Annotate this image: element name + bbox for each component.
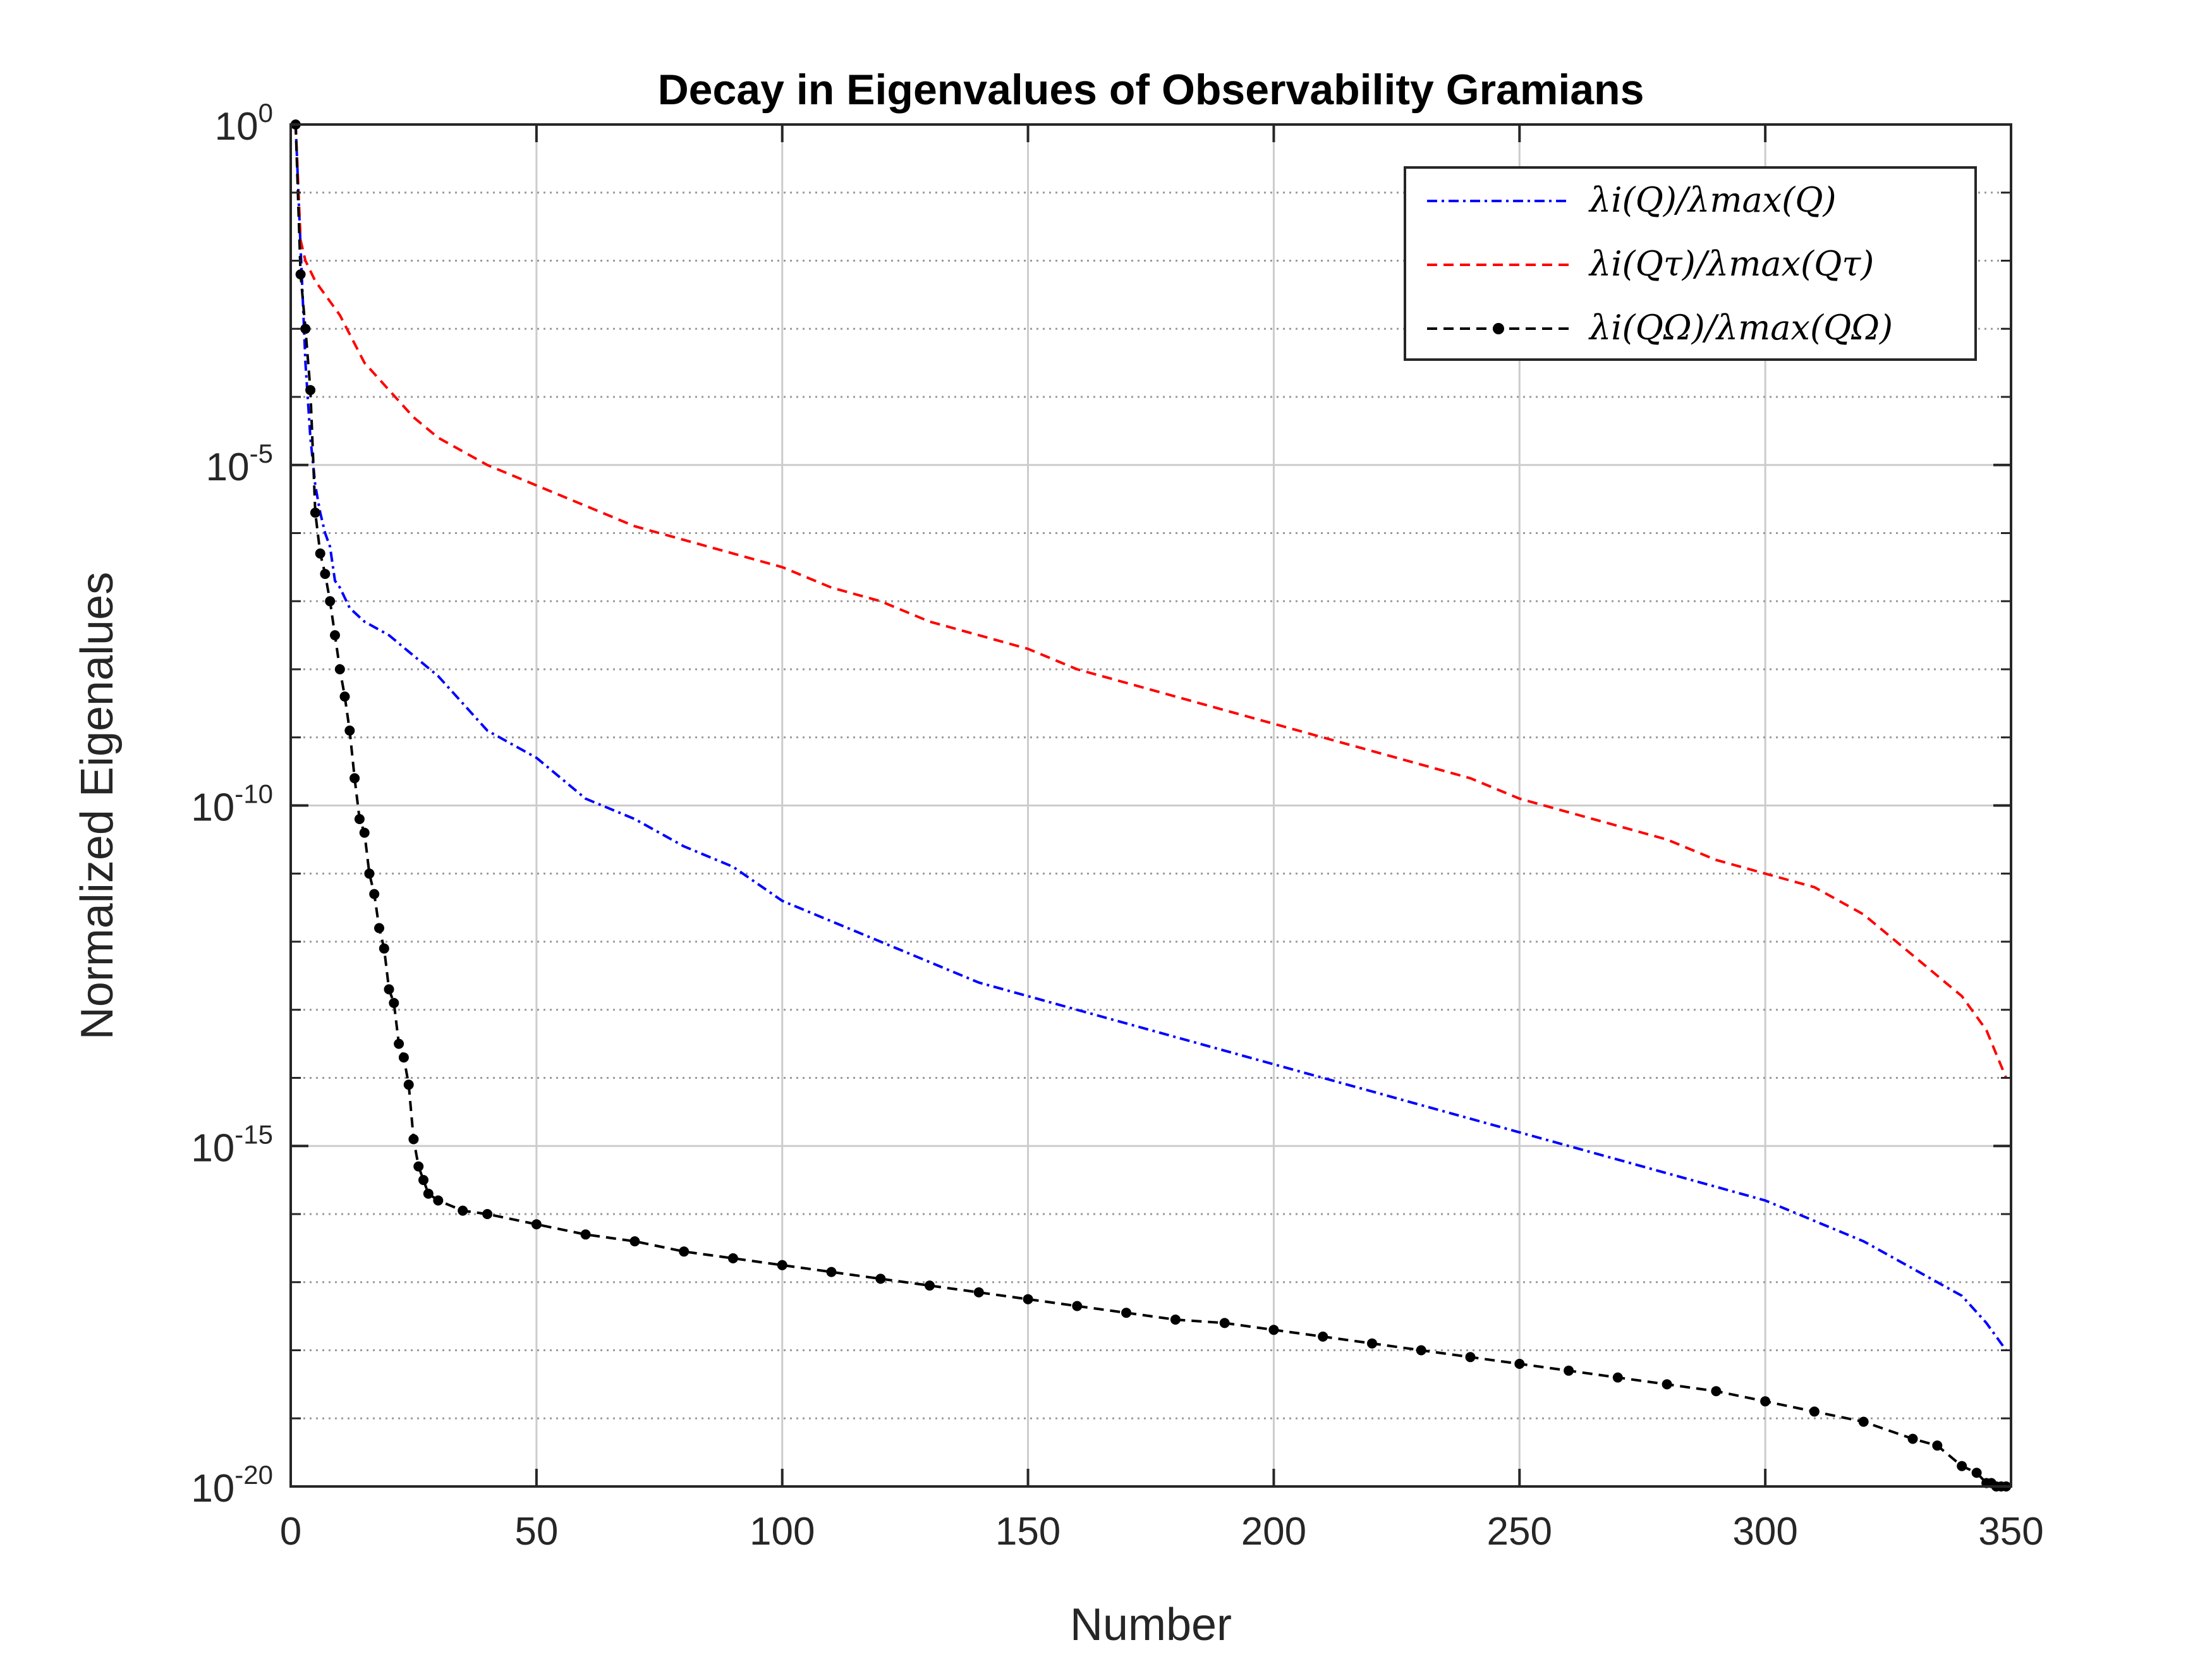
series-point-2	[777, 1260, 787, 1270]
y-tick-base: 10	[191, 1126, 234, 1170]
series-line-0	[294, 124, 2007, 1351]
legend: λi(Q)/λmax(Q) λi(Qτ)/λmax(Qτ) λi(QΩ)/λma…	[1404, 166, 1977, 361]
legend-marker-2	[1493, 323, 1504, 334]
series-point-2	[1971, 1468, 1982, 1478]
x-tick-label: 50	[514, 1510, 558, 1553]
y-tick-label: 10-5	[206, 439, 273, 489]
series-point-2	[1219, 1318, 1230, 1328]
series-point-2	[1121, 1308, 1132, 1318]
series-point-2	[1760, 1396, 1771, 1407]
series-point-2	[1023, 1294, 1033, 1304]
series-point-2	[418, 1175, 428, 1186]
series-point-2	[482, 1209, 493, 1219]
series-point-2	[1907, 1433, 1918, 1444]
series-point-2	[408, 1134, 419, 1145]
x-tick-label: 350	[1978, 1510, 2043, 1553]
y-tick-base: 10	[215, 105, 258, 149]
y-axis-label: Normalized Eigenalues	[72, 572, 123, 1040]
series-point-2	[300, 324, 311, 334]
series-point-2	[384, 984, 394, 995]
series-point-2	[1858, 1416, 1869, 1427]
chart-title: Decay in Eigenvalues of Observability Gr…	[658, 66, 1644, 114]
series-point-2	[580, 1229, 591, 1240]
x-tick-label: 0	[280, 1510, 301, 1553]
series-point-2	[330, 630, 340, 641]
series-point-2	[1318, 1331, 1328, 1342]
series-point-2	[973, 1287, 984, 1297]
ticks: 0 50 100 150 200 250 300 35010010-510-1010-1510…	[191, 98, 2043, 1553]
legend-entry-q-omega: λi(QΩ)/λmax(QΩ)	[1588, 308, 1893, 348]
y-tick-exponent: -5	[250, 439, 273, 468]
series-point-2	[1662, 1379, 1672, 1390]
series-point-2	[295, 269, 306, 280]
y-tick-exponent: -15	[234, 1119, 273, 1149]
series-point-2	[374, 923, 384, 933]
series-layer	[290, 119, 2012, 1492]
y-tick-exponent: -10	[234, 779, 273, 809]
series-point-2	[359, 827, 370, 838]
series-line-2	[294, 124, 2007, 1488]
series-point-2	[354, 814, 365, 824]
y-tick-label: 100	[215, 98, 273, 149]
y-tick-exponent: -20	[234, 1460, 273, 1490]
series-point-2	[1170, 1315, 1181, 1325]
series-point-2	[925, 1280, 935, 1291]
series-point-2	[349, 773, 360, 784]
series-point-2	[1932, 1440, 1943, 1451]
series-point-2	[423, 1188, 434, 1199]
series-point-2	[1612, 1372, 1623, 1383]
series-point-2	[531, 1219, 542, 1230]
series-point-2	[325, 596, 336, 607]
series-point-2	[413, 1161, 424, 1172]
series-point-2	[334, 664, 345, 674]
series-point-2	[310, 507, 320, 518]
x-tick-label: 250	[1487, 1510, 1552, 1553]
series-line-1	[294, 124, 2008, 1079]
legend-entry-q: λi(Q)/λmax(Q)	[1588, 180, 1837, 220]
series-point-2	[1514, 1359, 1525, 1369]
series-point-2	[826, 1267, 837, 1277]
series-point-2	[727, 1253, 738, 1263]
series-point-2	[389, 998, 399, 1008]
x-tick-label: 200	[1241, 1510, 1306, 1553]
series-point-2	[1465, 1352, 1476, 1363]
series-point-2	[458, 1205, 468, 1216]
series-point-2	[394, 1038, 404, 1049]
series-point-2	[339, 691, 350, 702]
x-tick-label: 150	[995, 1510, 1060, 1553]
series-point-2	[1957, 1461, 1967, 1471]
series-point-2	[369, 889, 380, 899]
y-tick-base: 10	[191, 1467, 234, 1510]
series-point-2	[1564, 1365, 1574, 1376]
series-point-2	[398, 1052, 409, 1063]
series-point-2	[379, 943, 389, 954]
x-axis-label: Number	[1070, 1600, 1232, 1650]
y-tick-exponent: 0	[258, 98, 273, 128]
legend-entry-q-tau: λi(Qτ)/λmax(Qτ)	[1588, 244, 1874, 284]
series-point-2	[320, 569, 331, 580]
x-tick-label: 100	[750, 1510, 815, 1553]
y-tick-base: 10	[206, 446, 250, 489]
series-point-2	[1367, 1338, 1377, 1349]
series-point-2	[315, 548, 325, 559]
series-point-2	[679, 1246, 690, 1257]
series-point-2	[403, 1079, 414, 1090]
series-point-2	[1711, 1386, 1722, 1397]
y-tick-base: 10	[191, 786, 234, 830]
series-point-2	[364, 868, 375, 879]
series-point-2	[629, 1236, 640, 1247]
series-point-2	[344, 726, 355, 736]
series-point-2	[305, 385, 316, 396]
series-point-2	[875, 1273, 886, 1284]
y-tick-label: 10-10	[191, 779, 273, 830]
series-point-2	[1268, 1325, 1279, 1335]
series-point-2	[1809, 1406, 1820, 1417]
series-point-2	[1072, 1301, 1083, 1311]
y-tick-label: 10-20	[191, 1460, 273, 1510]
series-point-2	[1416, 1345, 1426, 1356]
x-tick-label: 300	[1732, 1510, 1797, 1553]
series-point-2	[433, 1195, 444, 1206]
y-tick-label: 10-15	[191, 1119, 273, 1170]
